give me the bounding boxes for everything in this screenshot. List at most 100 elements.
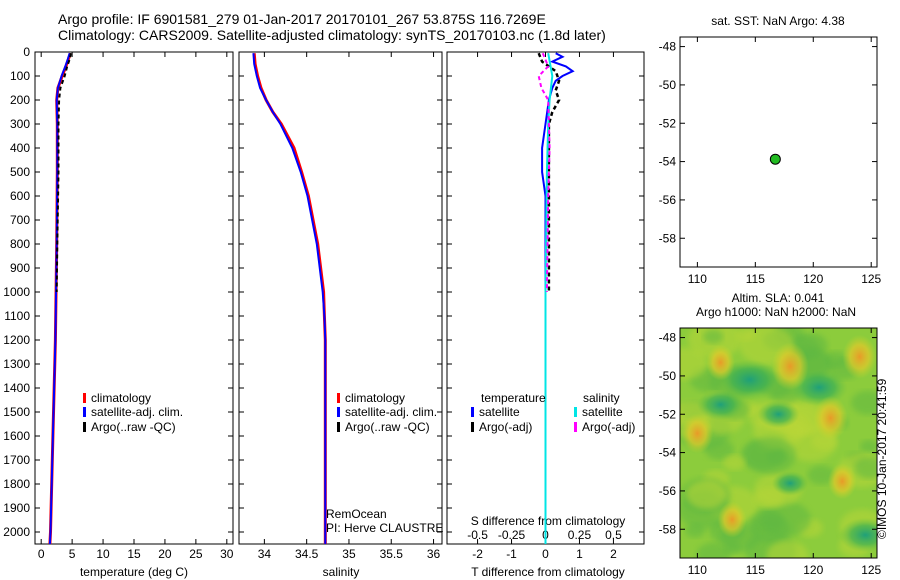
legend-title-temperature: temperature [481, 391, 546, 405]
sla-low-anomaly [771, 470, 809, 496]
argo-position-marker [769, 153, 781, 165]
x-axis-label: temperature (deg C) [80, 565, 188, 579]
x-axis-label: T difference from climatology [471, 565, 625, 579]
legend-sal-satellite-label: satellite [582, 405, 623, 419]
x-tick-label: 35.5 [380, 547, 404, 561]
annotation-remocean: RemOcean [326, 507, 387, 521]
x-tick-label: 20 [158, 547, 172, 561]
x-tick-label: 36 [427, 547, 441, 561]
credit-text: ©IMOS 10-Jan-2017 20:41:59 [875, 378, 889, 539]
title-block: Argo profile: IF 6901581_279 01-Jan-2017… [58, 11, 606, 43]
sla-low-anomaly [839, 517, 877, 553]
legend-climatology-swatch [83, 393, 86, 403]
temp-satellite-line [541, 52, 575, 544]
y-tick-label: -56 [659, 193, 677, 207]
sla-texture [723, 454, 746, 471]
sla-title-2: Argo h1000: NaN h2000: NaN [696, 305, 856, 319]
legend-satellite-label: satellite-adj. clim. [91, 405, 183, 419]
y-tick-label: 1800 [3, 477, 30, 491]
title-line-2: Climatology: CARS2009. Satellite-adjuste… [58, 27, 606, 43]
x-tick-label: -2 [472, 547, 483, 561]
sla-texture [696, 542, 731, 558]
x-tick-label: 2 [610, 547, 617, 561]
x-axis-label: salinity [323, 565, 360, 579]
sla-texture [743, 436, 796, 474]
sla-low-anomaly [718, 359, 781, 401]
y-tick-label: -54 [659, 446, 677, 460]
legend-temp-satellite-swatch [471, 407, 474, 417]
x-tick-label: 34 [258, 547, 272, 561]
x-tick-label: 110 [688, 563, 707, 577]
y-tick-label: 400 [10, 141, 30, 155]
legend-satellite-swatch [337, 407, 340, 417]
sal-argo-line [537, 52, 551, 293]
argo-line [55, 53, 72, 293]
y-tick-label: 2000 [3, 525, 30, 539]
x-tick-label: 115 [746, 563, 765, 577]
annotation-pi: PI: Herve CLAUSTRE [326, 521, 443, 535]
legend-climatology-swatch [337, 393, 340, 403]
s-tick-label: 0.25 [568, 528, 592, 542]
sla-texture [685, 523, 706, 538]
y-tick-label: -50 [659, 369, 677, 383]
legend-climatology-label: climatology [345, 391, 405, 405]
sla-texture [686, 480, 727, 509]
x-tick-label: 34.5 [295, 547, 319, 561]
y-tick-label: 1600 [3, 429, 30, 443]
legend-sal-argo-label: Argo(-adj) [582, 420, 635, 434]
legend-argo-swatch [337, 422, 340, 432]
s-tick-label: -0.25 [498, 528, 526, 542]
x-tick-label: 25 [189, 547, 203, 561]
y-tick-label: 800 [10, 237, 30, 251]
y-tick-label: 500 [10, 165, 30, 179]
legend-sal-satellite-swatch [574, 407, 577, 417]
satellite-line [252, 53, 327, 544]
x-tick-label: 15 [127, 547, 141, 561]
sla-heatmap [680, 328, 877, 558]
x-tick-label: 115 [746, 272, 765, 286]
y-tick-label: 900 [10, 261, 30, 275]
y-tick-label: -52 [659, 116, 677, 130]
legend-temp-argo-swatch [471, 422, 474, 432]
sla-texture [851, 390, 877, 415]
sla-high-anomaly [771, 342, 809, 391]
legend-argo-swatch [83, 422, 86, 432]
legend-argo-label: Argo(..raw -QC) [91, 420, 176, 434]
y-tick-label: 1700 [3, 453, 30, 467]
temperature-plot-frame [34, 51, 234, 545]
x-tick-label: 0 [38, 547, 45, 561]
legend-title-salinity: salinity [583, 391, 620, 405]
sst-map-frame [679, 36, 878, 268]
y-tick-label: 1400 [3, 381, 30, 395]
sla-texture [704, 439, 735, 460]
s-axis-label: S difference from climatology [471, 514, 626, 528]
sla-high-anomaly [827, 463, 857, 500]
y-tick-label: 0 [23, 45, 30, 59]
title-line-1: Argo profile: IF 6901581_279 01-Jan-2017… [58, 11, 546, 27]
x-tick-label: 10 [96, 547, 110, 561]
y-tick-label: -58 [659, 522, 677, 536]
x-tick-label: 110 [688, 272, 707, 286]
satellite-line [48, 52, 71, 545]
sst-map-title: sat. SST: NaN Argo: 4.38 [711, 14, 845, 28]
sla-high-anomaly [681, 413, 714, 454]
sla-low-anomaly [757, 400, 800, 429]
x-tick-label: 30 [220, 547, 234, 561]
legend-satellite-label: satellite-adj. clim. [345, 405, 437, 419]
climatology-line [252, 53, 327, 544]
sla-high-anomaly [842, 334, 877, 379]
sla-map-frame [679, 327, 878, 559]
x-tick-label: 5 [69, 547, 76, 561]
sla-texture [760, 501, 811, 537]
legend-argo-label: Argo(..raw -QC) [345, 420, 430, 434]
y-tick-label: 1000 [3, 285, 30, 299]
y-tick-label: -58 [659, 231, 677, 245]
salinity-plot-frame [238, 51, 443, 545]
sla-high-anomaly [717, 501, 747, 538]
x-tick-label: 125 [861, 272, 881, 286]
sla-high-anomaly [706, 344, 735, 381]
y-tick-label: -48 [659, 40, 677, 54]
s-tick-label: -0.5 [467, 528, 488, 542]
x-tick-label: 120 [803, 563, 823, 577]
